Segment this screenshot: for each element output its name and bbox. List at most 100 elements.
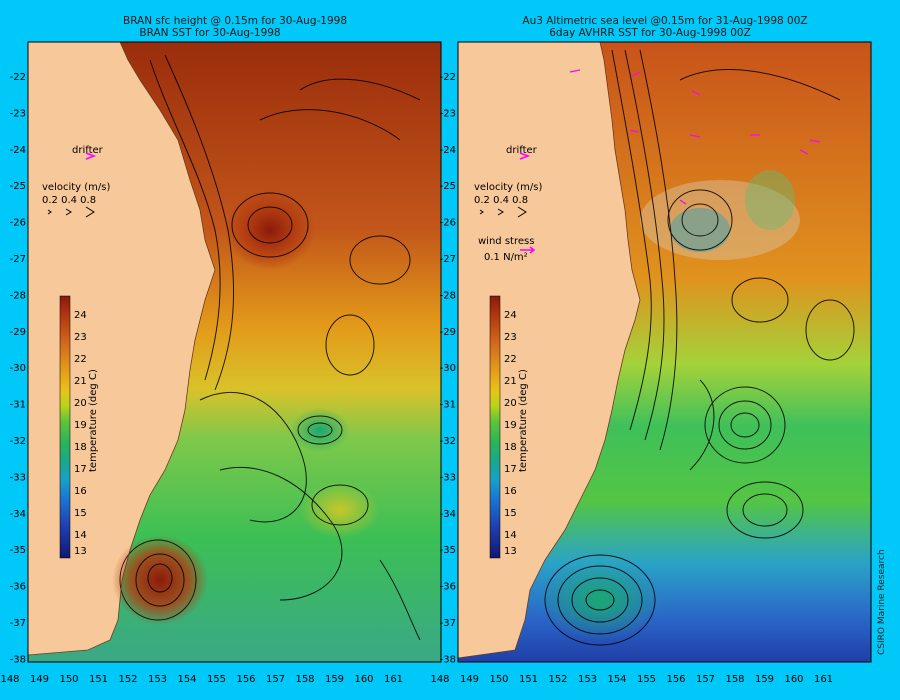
right-lon-tick-label: 161 (814, 674, 833, 685)
right-wind-arrows (569, 69, 821, 205)
right-lon-tick-label: 157 (696, 674, 715, 685)
right-lat-tick-label: -35 (440, 545, 456, 556)
right-wind-scale: 0.1 N/m² (484, 252, 528, 263)
axis-labels: -22 -22 -23 -23 -24 -24 -25 -25 -26 -26 -27 -27 -28 -… (0, 72, 833, 685)
left-contours (119, 54, 421, 641)
right-lon-tick-label: 156 (666, 674, 685, 685)
left-warm-eddy (225, 190, 315, 270)
right-lat-tick-label: -38 (440, 654, 456, 665)
right-lat-tick-label: -27 (440, 254, 456, 265)
right-lon-tick-label: 153 (578, 674, 597, 685)
right-velocity-scale: 0.2 0.4 0.8 (474, 195, 528, 206)
right-wind-arrow-icon (520, 246, 536, 254)
right-drifter-arrow-icon (519, 152, 531, 160)
right-lon-tick-label: 154 (607, 674, 626, 685)
left-lon-tick-label: 153 (148, 674, 167, 685)
left-lat-tick-label: -24 (10, 145, 26, 156)
left-lon-tick-label: 149 (30, 674, 49, 685)
right-contours (544, 49, 855, 646)
right-map-border (457, 41, 872, 663)
right-lon-tick-label: 149 (460, 674, 479, 685)
right-lon-tick-label: 148 (430, 674, 449, 685)
left-lat-tick-label: -27 (10, 254, 26, 265)
left-lat-tick-label: -26 (10, 218, 26, 229)
svg-text:24: 24 (74, 310, 87, 321)
svg-text:18: 18 (74, 442, 87, 453)
left-lat-tick-label: -32 (10, 436, 26, 447)
right-velocity-title: velocity (m/s) (474, 182, 542, 193)
right-map-panel: drifter velocity (m/s) 0.2 0.4 0.8 wind … (457, 41, 887, 663)
left-lon-tick-label: 157 (266, 674, 285, 685)
right-lat-tick-label: -26 (440, 218, 456, 229)
svg-text:15: 15 (504, 508, 517, 519)
left-lon-tick-label: 150 (59, 674, 78, 685)
left-coastline (28, 42, 216, 656)
left-south-warm-eddy (112, 535, 208, 625)
svg-text:16: 16 (504, 486, 517, 497)
left-lat-tick-label: -33 (10, 472, 26, 483)
svg-text:19: 19 (74, 420, 87, 431)
left-lat-tick-label: -28 (10, 290, 26, 301)
left-cold-eddy (290, 408, 350, 452)
left-lat-tick-label: -35 (10, 545, 26, 556)
right-lon-tick-label: 152 (548, 674, 567, 685)
right-colorbar (489, 295, 501, 559)
svg-text:24: 24 (504, 310, 517, 321)
left-lon-tick-label: 160 (354, 674, 373, 685)
svg-text:17: 17 (74, 464, 87, 475)
right-ocean (458, 42, 871, 662)
right-lat-tick-label: -23 (440, 108, 456, 119)
svg-text:14: 14 (504, 530, 517, 541)
svg-text:21: 21 (74, 376, 87, 387)
right-lat-tick-label: -22 (440, 72, 456, 83)
right-lat-tick-label: -34 (440, 509, 456, 520)
left-colorbar-label: temperature (deg C) (88, 369, 99, 472)
left-lat-tick-label: -31 (10, 400, 26, 411)
right-lat-tick-label: -31 (440, 400, 456, 411)
left-lat-tick-label: -22 (10, 72, 26, 83)
left-lat-tick-label: -23 (10, 108, 26, 119)
left-lon-tick-label: 155 (207, 674, 226, 685)
left-velocity-title: velocity (m/s) (42, 182, 110, 193)
right-colorbar-ticks: 24 23 22 21 20 19 18 17 16 15 14 13 (504, 310, 517, 557)
left-velocity-scale: 0.2 0.4 0.8 (42, 195, 96, 206)
svg-text:17: 17 (504, 464, 517, 475)
svg-text:21: 21 (504, 376, 517, 387)
left-title-line1: BRAN sfc height @ 0.15m for 30-Aug-1998 (123, 15, 347, 27)
left-lat-tick-label: -37 (10, 618, 26, 629)
right-lon-tick-label: 160 (784, 674, 803, 685)
svg-text:15: 15 (74, 508, 87, 519)
right-lon-tick-label: 158 (725, 674, 744, 685)
right-drifter-label: drifter (506, 145, 538, 156)
left-lon-tick-label: 158 (295, 674, 314, 685)
svg-text:20: 20 (504, 398, 517, 409)
right-lon-tick-label: 159 (755, 674, 774, 685)
svg-text:23: 23 (74, 332, 87, 343)
left-lat-tick-label: -38 (10, 654, 26, 665)
right-lat-tick-label: -36 (440, 582, 456, 593)
left-lon-tick-label: 152 (118, 674, 137, 685)
right-title-line1: Au3 Altimetric sea level @0.15m for 31-A… (522, 15, 807, 27)
left-map-panel: drifter velocity (m/s) 0.2 0.4 0.8 24 23… (27, 41, 442, 663)
right-lat-tick-label: -24 (440, 145, 456, 156)
right-lat-tick-label: -28 (440, 290, 456, 301)
right-wind-title: wind stress (478, 236, 534, 247)
svg-text:22: 22 (504, 354, 517, 365)
left-lat-tick-label: -29 (10, 327, 26, 338)
left-colorbar-ticks: 24 23 22 21 20 19 18 17 16 15 14 13 (74, 310, 87, 557)
left-lon-tick-label: 148 (0, 674, 19, 685)
svg-text:19: 19 (504, 420, 517, 431)
left-drifter-label: drifter (72, 145, 104, 156)
svg-text:23: 23 (504, 332, 517, 343)
right-lat-tick-label: -25 (440, 181, 456, 192)
svg-text:13: 13 (74, 546, 87, 557)
left-drifter-arrow-icon (85, 152, 97, 160)
left-map-border (27, 41, 442, 663)
left-lon-tick-label: 154 (177, 674, 196, 685)
svg-text:16: 16 (74, 486, 87, 497)
right-coastline (458, 42, 641, 659)
left-lon-tick-label: 151 (89, 674, 108, 685)
svg-text:14: 14 (74, 530, 87, 541)
right-lat-tick-label: -29 (440, 327, 456, 338)
